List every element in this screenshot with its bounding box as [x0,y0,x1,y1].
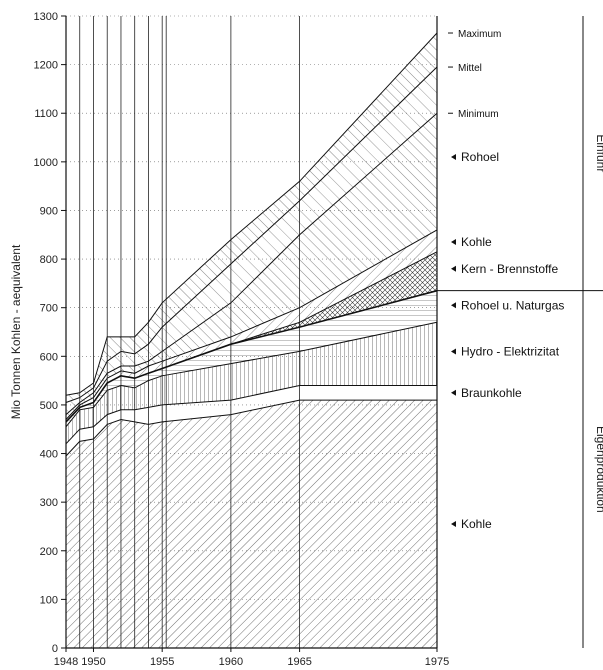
band-braunkohle-1 [66,385,437,456]
line-maximum-8 [65,32,438,396]
series-label-rohoel: Rohoel [461,150,499,164]
line-hydro-elektrizitat-2 [65,321,438,428]
area-fills [66,33,437,648]
band-maximum-8 [66,33,437,403]
label-arrow-icon [451,348,456,355]
x-tick-label: 1948 [54,656,78,668]
series-label-kohle: Kohle [461,235,492,249]
band-rohoel-u-naturgas-3 [66,290,437,427]
series-label-maximum: Maximum [458,29,501,40]
x-tick-label: 1965 [287,656,311,668]
y-tick-label: 500 [40,400,58,412]
series-label-minimum: Minimum [458,109,499,120]
x-tick-label: 1960 [219,656,243,668]
y-axis-title: Mio Tonnen Kohlen - aequivalent [9,244,23,419]
line-kohle-0 [65,399,437,457]
label-arrow-icon [451,153,456,160]
line-kohle-5 [65,229,438,420]
y-tick-label: 1300 [34,11,58,23]
y-tick-label: 200 [40,546,58,558]
axes: 0 100 200 300 400 500 600 700 800 900 1000 1100 1200… [9,11,449,668]
label-arrow-icon [451,302,456,309]
series-labels: Maximum Mittel Minimum Rohoel Kohle Kern - Br… [437,16,603,648]
y-tick-label: 400 [40,449,58,461]
series-label-kohle: Kohle [461,517,492,531]
section-label-eigenproduktion: Eigenproduktion [594,426,603,513]
y-tick-label: 700 [40,303,58,315]
label-arrow-icon [451,239,456,246]
series-label-kern-brennstoffe: Kern - Brennstoffe [461,262,558,276]
band-kohle-0 [66,400,437,648]
y-tick-label: 0 [52,643,58,655]
series-lines [65,32,438,457]
line-minimum-6 [65,112,438,415]
line-mittel-7 [65,66,438,403]
series-label-rohoel-u-naturgas: Rohoel u. Naturgas [461,298,564,312]
y-tick-label: 800 [40,254,58,266]
y-tick-label: 300 [40,497,58,509]
line-braunkohle-1 [65,385,437,445]
y-tick-label: 900 [40,205,58,217]
y-tick-label: 1100 [34,108,58,120]
label-arrow-icon [451,265,456,272]
label-arrow-icon [451,521,456,528]
series-label-braunkohle: Braunkohle [461,386,522,400]
label-arrow-icon [451,389,456,396]
series-label-hydro-elektrizitat: Hydro - Elektrizitat [461,344,560,358]
y-tick-label: 100 [40,594,58,606]
series-label-mittel: Mittel [458,63,482,74]
y-tick-label: 1200 [34,60,58,72]
section-label-einfuhr: Einfuhr [594,134,603,172]
x-tick-label: 1975 [425,656,449,668]
x-tick-label: 1950 [81,656,105,668]
band-hydro-elektrizitat-2 [66,322,437,444]
band-minimum-6 [66,113,437,420]
x-tick-label: 1955 [150,656,174,668]
y-tick-label: 600 [40,351,58,363]
line-kern-brennstoffe-4 [65,251,438,423]
y-tick-label: 1000 [34,157,58,169]
